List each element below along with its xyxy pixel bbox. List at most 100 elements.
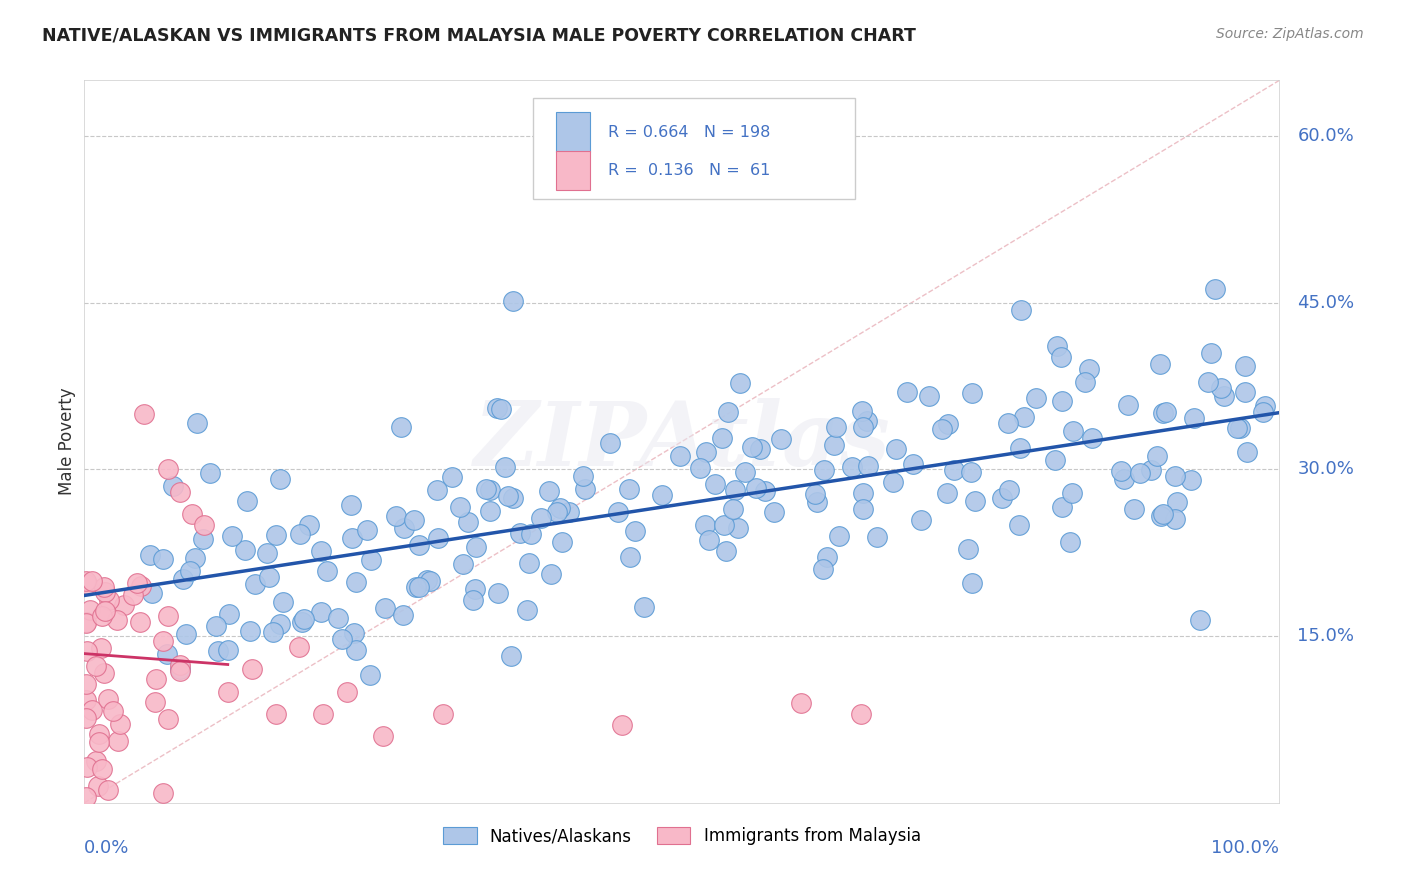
Point [1253, 399, 1275, 413]
Point [1050, 350, 1073, 364]
Point [1111, 464, 1133, 478]
Point [599, 435, 621, 450]
Point [728, 376, 751, 390]
Point [693, 517, 716, 532]
Point [75, 676, 97, 690]
Point [264, 527, 287, 541]
Point [86, 779, 108, 793]
Point [851, 706, 873, 721]
Point [1146, 449, 1168, 463]
Point [1078, 362, 1101, 376]
Point [419, 574, 441, 588]
Point [451, 557, 474, 571]
Point [1150, 508, 1173, 523]
Point [1156, 405, 1178, 419]
Point [960, 386, 983, 401]
FancyBboxPatch shape [557, 151, 591, 191]
Point [75, 789, 97, 804]
Point [806, 495, 828, 509]
Point [217, 684, 239, 698]
Text: 15.0%: 15.0% [1298, 627, 1354, 645]
Point [727, 521, 749, 535]
Point [815, 549, 838, 564]
Point [93, 580, 115, 594]
Point [184, 551, 207, 566]
Point [343, 626, 366, 640]
Point [1116, 398, 1139, 412]
Point [865, 530, 887, 544]
Point [710, 432, 733, 446]
Point [1010, 303, 1032, 318]
Point [457, 516, 479, 530]
Point [198, 466, 221, 480]
Point [633, 600, 655, 615]
Point [1180, 474, 1202, 488]
Point [143, 694, 166, 708]
Point [1212, 389, 1234, 403]
Point [1012, 409, 1035, 424]
Point [91, 609, 114, 624]
Point [82, 574, 104, 589]
Point [291, 615, 314, 629]
Point [402, 513, 425, 527]
Point [172, 572, 194, 586]
Point [89, 727, 111, 741]
Point [965, 493, 987, 508]
Point [312, 706, 335, 721]
Point [689, 461, 711, 475]
Point [156, 608, 179, 623]
Point [464, 541, 486, 555]
Point [128, 615, 150, 629]
Point [550, 534, 572, 549]
Point [240, 662, 263, 676]
Point [152, 551, 174, 566]
Point [461, 592, 484, 607]
Point [823, 437, 845, 451]
Point [540, 566, 562, 581]
Point [717, 405, 740, 419]
Point [1008, 441, 1031, 455]
Point [84, 659, 107, 673]
Point [193, 517, 215, 532]
Point [288, 640, 311, 655]
Point [790, 696, 813, 710]
Point [721, 502, 744, 516]
Point [1182, 410, 1205, 425]
Point [1045, 339, 1067, 353]
Point [813, 463, 835, 477]
Point [94, 584, 117, 599]
Point [1050, 500, 1073, 515]
Point [107, 734, 129, 748]
Point [336, 684, 359, 698]
Point [841, 459, 863, 474]
Text: 60.0%: 60.0% [1298, 127, 1354, 145]
Point [122, 589, 145, 603]
Point [75, 574, 97, 588]
Point [714, 544, 737, 558]
Point [548, 500, 571, 515]
Point [207, 644, 229, 658]
Text: Source: ZipAtlas.com: Source: ZipAtlas.com [1216, 27, 1364, 41]
Point [174, 626, 197, 640]
Point [1234, 359, 1257, 373]
Point [574, 483, 596, 497]
Point [997, 416, 1019, 430]
Point [1199, 346, 1222, 360]
Point [486, 401, 509, 415]
Legend: Natives/Alaskans, Immigrants from Malaysia: Natives/Alaskans, Immigrants from Malays… [443, 827, 921, 845]
Point [855, 414, 877, 428]
Point [804, 487, 827, 501]
Point [486, 586, 509, 600]
Point [110, 717, 132, 731]
Point [619, 549, 641, 564]
Point [1122, 502, 1144, 516]
Point [546, 505, 568, 519]
Point [169, 662, 191, 676]
Point [558, 505, 581, 519]
Point [75, 692, 97, 706]
Point [494, 459, 516, 474]
Point [75, 711, 97, 725]
Point [695, 444, 717, 458]
Point [145, 673, 167, 687]
Point [101, 704, 124, 718]
